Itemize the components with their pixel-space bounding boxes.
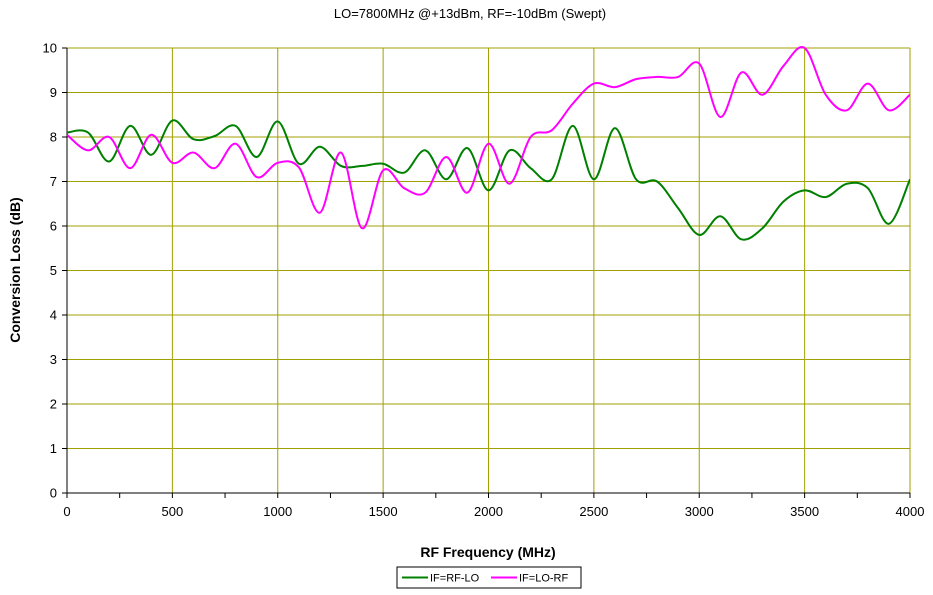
x-axis-label: RF Frequency (MHz) xyxy=(420,544,555,560)
y-tick-label: 10 xyxy=(43,41,57,56)
x-tick-label: 500 xyxy=(162,504,184,519)
y-tick-label: 5 xyxy=(50,263,57,278)
y-axis-label: Conversion Loss (dB) xyxy=(7,197,23,342)
y-tick-label: 4 xyxy=(50,308,57,323)
y-tick-label: 7 xyxy=(50,174,57,189)
x-tick-label: 0 xyxy=(63,504,70,519)
legend: IF=RF-LO IF=LO-RF xyxy=(396,566,582,589)
chart-title: LO=7800MHz @+13dBm, RF=-10dBm (Swept) xyxy=(334,6,606,21)
x-tick-labels: 0 500 1000 1500 2000 2500 3000 3500 4000 xyxy=(63,504,924,519)
y-tick-label: 3 xyxy=(50,352,57,367)
y-tick-label: 6 xyxy=(50,219,57,234)
legend-box xyxy=(396,566,582,589)
x-tick-label: 3500 xyxy=(790,504,819,519)
y-tick-label: 9 xyxy=(50,85,57,100)
y-tick-label: 1 xyxy=(50,441,57,456)
y-tick-label: 2 xyxy=(50,397,57,412)
y-tick-label: 0 xyxy=(50,486,57,501)
legend-label-1: IF=RF-LO xyxy=(430,573,480,585)
x-tick-label: 1500 xyxy=(369,504,398,519)
series-lines xyxy=(67,46,910,241)
x-tick-label: 3000 xyxy=(685,504,714,519)
x-tick-label: 4000 xyxy=(896,504,925,519)
series-line-2 xyxy=(67,46,910,230)
legend-label-2: IF=LO-RF xyxy=(519,573,568,585)
grid xyxy=(62,47,911,498)
series-line-1 xyxy=(67,119,910,241)
y-tick-label: 8 xyxy=(50,130,57,145)
x-tick-label: 2000 xyxy=(474,504,503,519)
y-tick-labels: 0 1 2 3 4 5 6 7 8 9 10 xyxy=(43,41,57,501)
x-tick-label: 2500 xyxy=(579,504,608,519)
x-tick-label: 1000 xyxy=(263,504,292,519)
